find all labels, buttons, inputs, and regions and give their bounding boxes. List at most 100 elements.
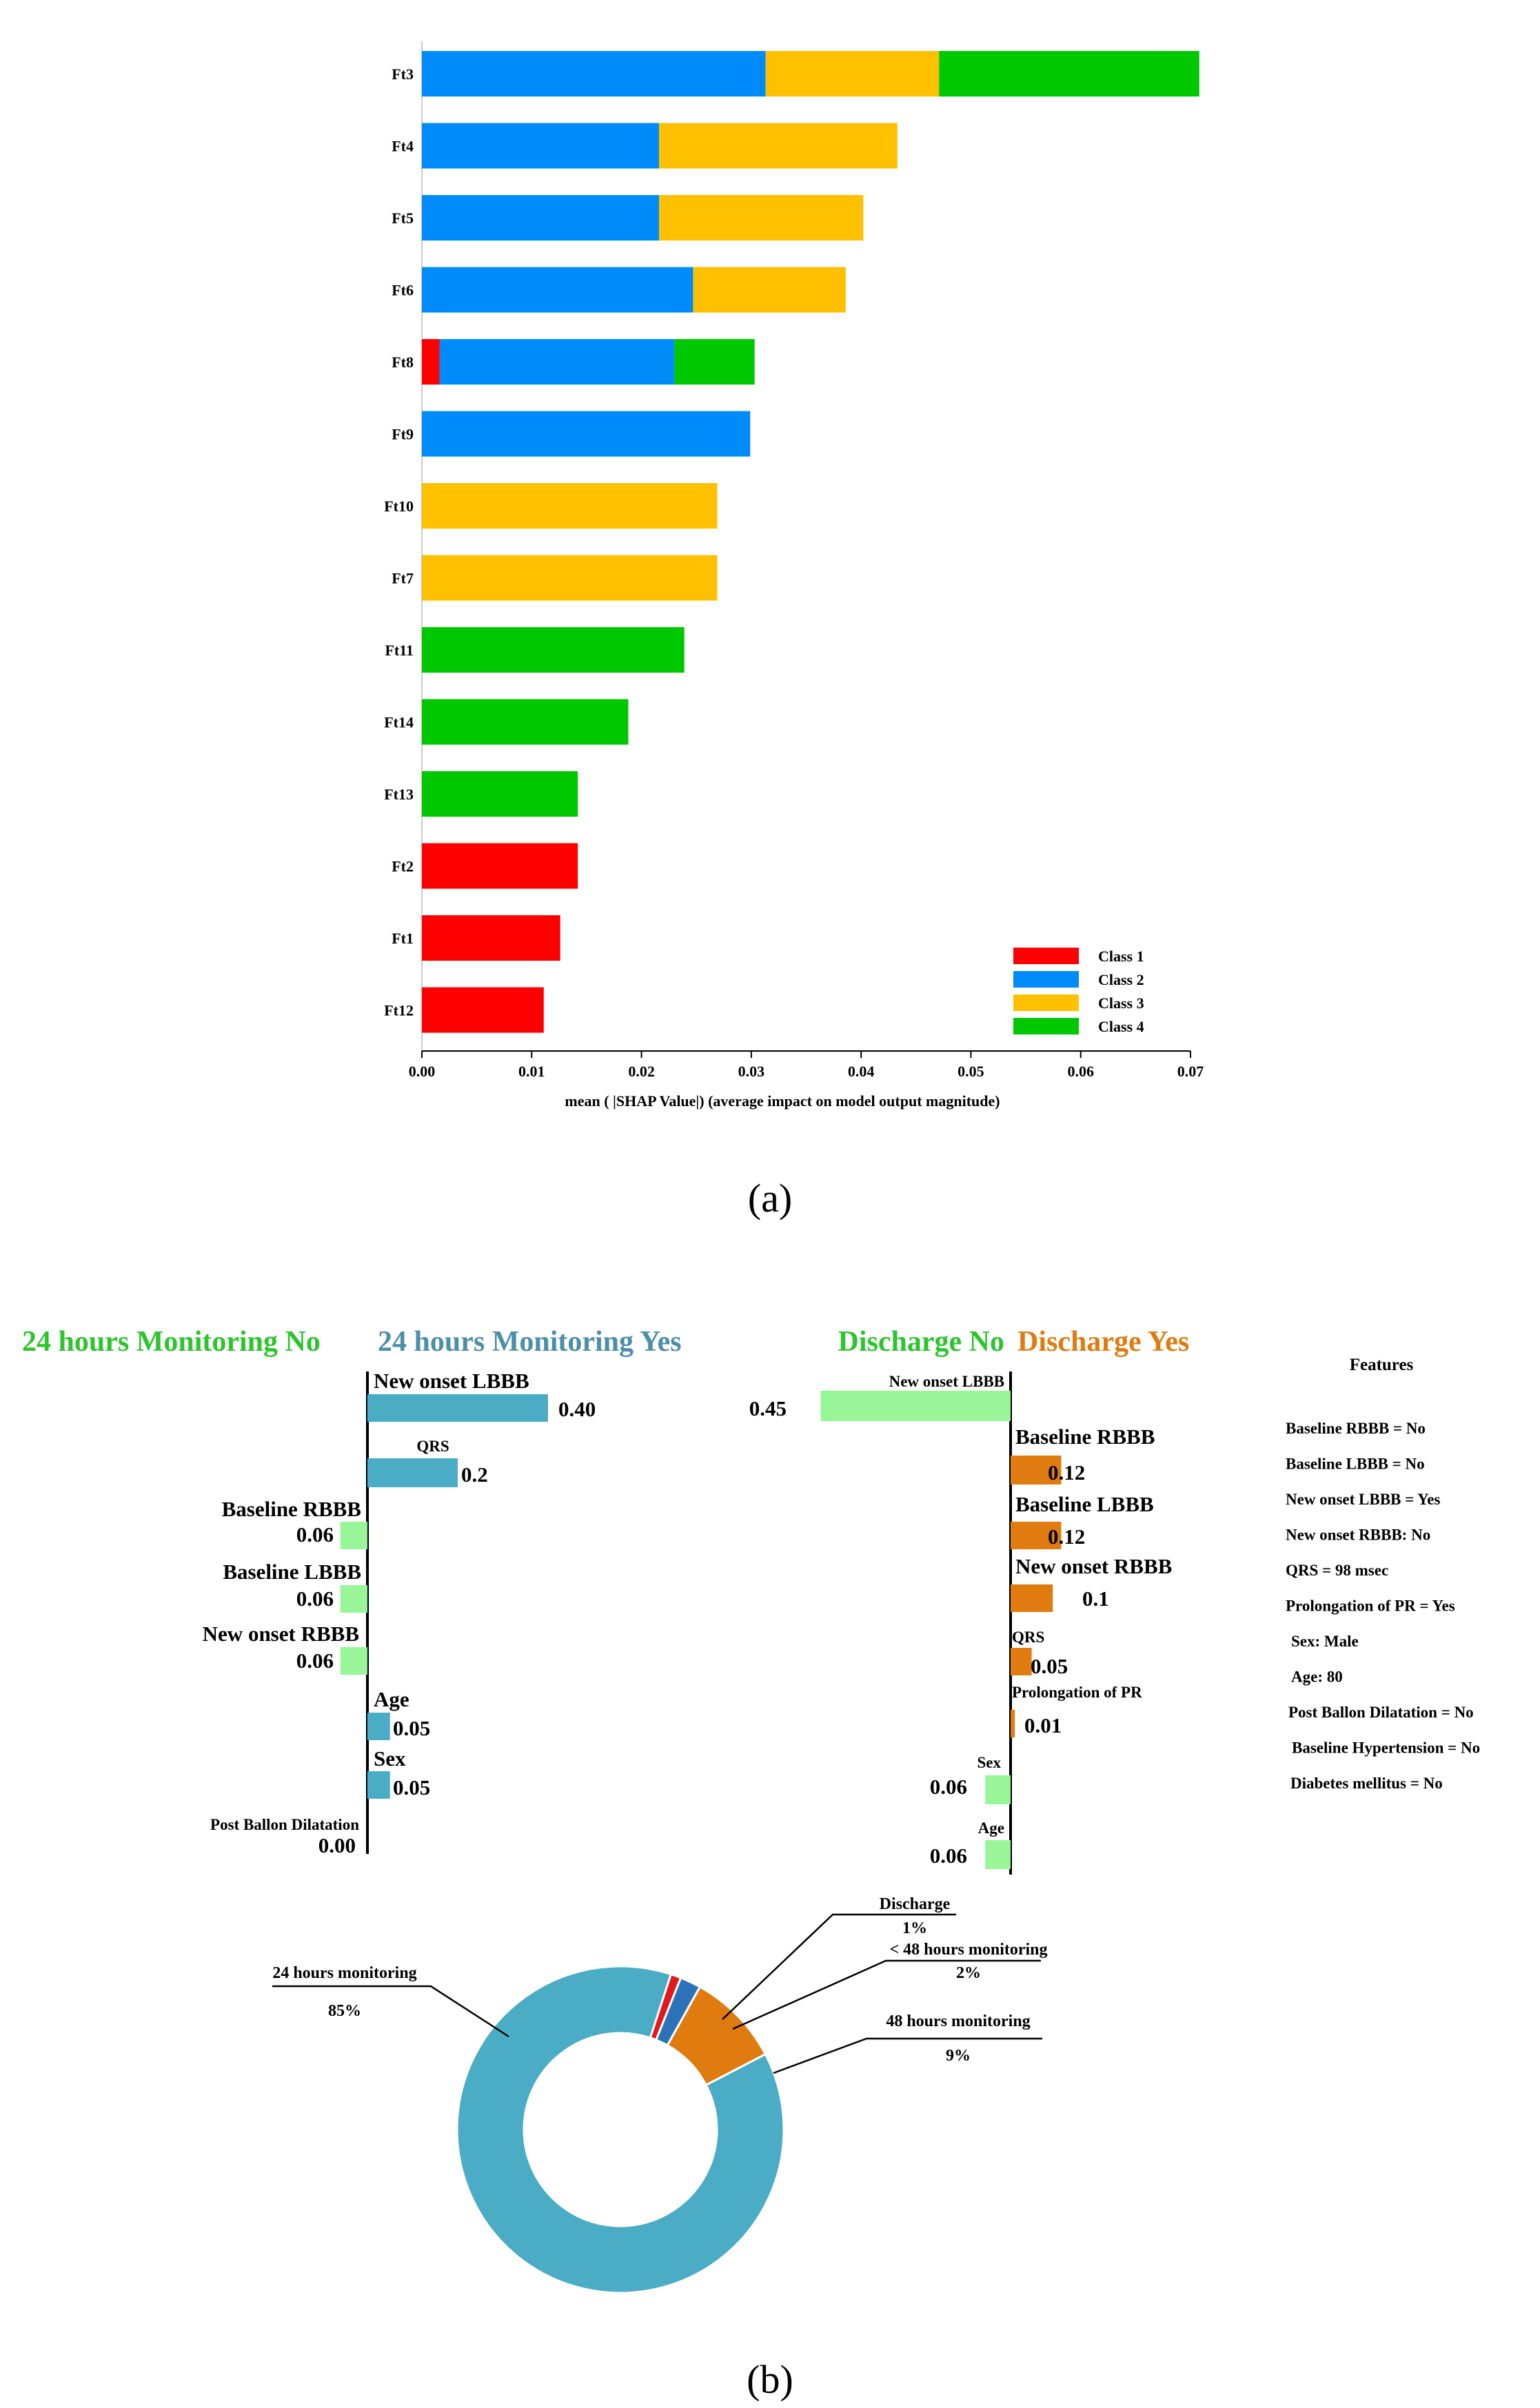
legend-label-class2: Class 2 — [1098, 971, 1144, 988]
value-label: 0.01 — [1024, 1713, 1062, 1737]
feature-item: QRS = 98 msec — [1286, 1562, 1388, 1579]
bar-qrs — [367, 1458, 458, 1487]
value-label: 0.06 — [930, 1775, 967, 1799]
bar-ft9-class2 — [422, 411, 751, 457]
feature-item: New onset RBBB: No — [1286, 1527, 1430, 1544]
value-label: 0.06 — [930, 1844, 967, 1868]
bar-new-onset-lbbb — [820, 1391, 1011, 1421]
category-label-ft8: Ft8 — [392, 354, 414, 371]
bar-label: Age — [374, 1687, 409, 1711]
bar-ft1-class1 — [422, 915, 560, 961]
discharge-shap-chart: Discharge No Discharge Yes New onset LBBB 0… — [749, 1326, 1189, 1875]
bar-sex — [985, 1775, 1011, 1804]
bar-ft7-class3 — [422, 555, 718, 601]
bar-label: QRS — [1012, 1629, 1044, 1646]
x-tick-label: 0.06 — [1067, 1063, 1094, 1080]
outcome-donut-chart: 24 hours monitoring 85% Discharge 1% < 48 ho… — [272, 1895, 1048, 2294]
bar-label: Baseline RBBB — [1015, 1425, 1155, 1449]
value-label: 0.00 — [318, 1833, 356, 1857]
bar-ft4-class3 — [659, 123, 898, 169]
bar-ft5-class3 — [659, 195, 864, 241]
shap-summary-chart: Ft3 Ft4 Ft5 Ft6 Ft8 Ft9 Ft10 Ft7 Ft11 Ft14 Ft13 Ft2… — [384, 41, 1204, 1110]
category-label-ft7: Ft7 — [392, 570, 414, 587]
bar-ft3-class4 — [939, 51, 1199, 96]
bar-label: Prolongation of PR — [1012, 1684, 1142, 1701]
title-positive: 24 hours Monitoring Yes — [378, 1326, 682, 1358]
value-label: 0.06 — [296, 1586, 334, 1611]
feature-item: Post Ballon Dilatation = No — [1288, 1704, 1474, 1721]
bar-new-onset-lbbb — [367, 1394, 548, 1422]
legend-label-class3: Class 3 — [1098, 994, 1144, 1012]
bar-baseline-lbbb — [340, 1585, 367, 1613]
bar-new-onset-rbbb — [1011, 1584, 1053, 1612]
x-tick-label: 0.05 — [958, 1063, 984, 1080]
category-label-ft3: Ft3 — [392, 65, 414, 83]
legend-label-class1: Class 1 — [1098, 948, 1144, 965]
bar-baseline-rbbb — [1011, 1456, 1062, 1484]
bar-prolongation-of-pr — [1011, 1710, 1015, 1737]
bar-qrs — [1011, 1648, 1032, 1675]
slice-24-hours-monitoring — [456, 1965, 785, 2294]
feature-item: Prolongation of PR = Yes — [1286, 1598, 1455, 1615]
slice-name-label: Discharge — [880, 1895, 951, 1913]
category-label-ft5: Ft5 — [392, 210, 414, 227]
value-label: 0.05 — [1031, 1654, 1068, 1678]
legend-swatch-class1 — [1013, 948, 1079, 964]
feature-item: Baseline LBBB = No — [1286, 1456, 1425, 1473]
value-label: 0.06 — [296, 1649, 334, 1673]
category-label-ft4: Ft4 — [392, 138, 414, 155]
value-label: 0.40 — [558, 1397, 596, 1421]
callout-line — [722, 1913, 956, 2020]
bar-ft8-class4 — [674, 339, 755, 385]
bar-label: Sex — [374, 1746, 406, 1771]
x-tick-label: 0.03 — [738, 1063, 765, 1080]
title-negative: Discharge No — [838, 1326, 1004, 1358]
bar-age — [367, 1713, 390, 1740]
legend-swatch-class4 — [1013, 1018, 1079, 1034]
value-label: 0.05 — [393, 1775, 430, 1799]
category-label-ft10: Ft10 — [384, 498, 414, 515]
category-label-ft1: Ft1 — [392, 930, 414, 947]
value-label: 0.12 — [1048, 1524, 1085, 1549]
slice-percent-label: 85% — [328, 2002, 361, 2020]
bar-label: New onset RBBB — [203, 1622, 359, 1646]
category-label-ft9: Ft9 — [392, 426, 414, 443]
x-tick-label: 0.00 — [409, 1063, 436, 1080]
bar-age — [985, 1840, 1011, 1869]
callout-line — [773, 2037, 1042, 2074]
feature-item: Sex: Male — [1291, 1633, 1359, 1650]
bar-ft4-class2 — [422, 123, 660, 169]
monitoring-shap-chart: 24 hours Monitoring No 24 hours Monitorin… — [22, 1326, 682, 1857]
title-negative: 24 hours Monitoring No — [22, 1326, 321, 1358]
feature-item: Diabetes mellitus = No — [1290, 1775, 1443, 1792]
category-label-ft11: Ft11 — [385, 642, 414, 659]
slice-name-label: < 48 hours monitoring — [889, 1941, 1047, 1959]
panel-label-a: (a) — [748, 1176, 792, 1221]
value-label: 0.12 — [1048, 1460, 1085, 1484]
bar-ft10-class3 — [422, 483, 718, 529]
x-tick-label: 0.01 — [518, 1063, 545, 1080]
value-label: 0.05 — [393, 1716, 430, 1740]
slice-name-label: 48 hours monitoring — [886, 2012, 1030, 2030]
bar-ft5-class2 — [422, 195, 660, 241]
x-tick-label: 0.07 — [1177, 1063, 1204, 1080]
legend-swatch-class3 — [1013, 994, 1079, 1011]
category-label-ft2: Ft2 — [392, 858, 414, 875]
bar-label: Post Ballon Dilatation — [210, 1816, 359, 1833]
x-tick-label: 0.04 — [848, 1063, 875, 1080]
bar-label: Baseline LBBB — [223, 1560, 361, 1584]
bar-label: New onset LBBB — [889, 1373, 1004, 1390]
bar-ft8-class1 — [422, 339, 440, 385]
bar-baseline-lbbb — [1011, 1522, 1062, 1549]
value-label: 0.45 — [749, 1396, 787, 1420]
bar-ft11-class4 — [422, 627, 685, 673]
features-title: Features — [1350, 1356, 1414, 1374]
legend-label-class4: Class 4 — [1098, 1018, 1144, 1035]
bar-label: New onset RBBB — [1015, 1554, 1172, 1578]
category-label-ft13: Ft13 — [384, 786, 414, 803]
bar-new-onset-rbbb — [340, 1647, 367, 1675]
feature-item: Baseline Hypertension = No — [1292, 1739, 1480, 1757]
title-positive: Discharge Yes — [1017, 1326, 1189, 1358]
bar-label: QRS — [416, 1438, 449, 1455]
slice-name-label: 24 hours monitoring — [272, 1964, 416, 1982]
